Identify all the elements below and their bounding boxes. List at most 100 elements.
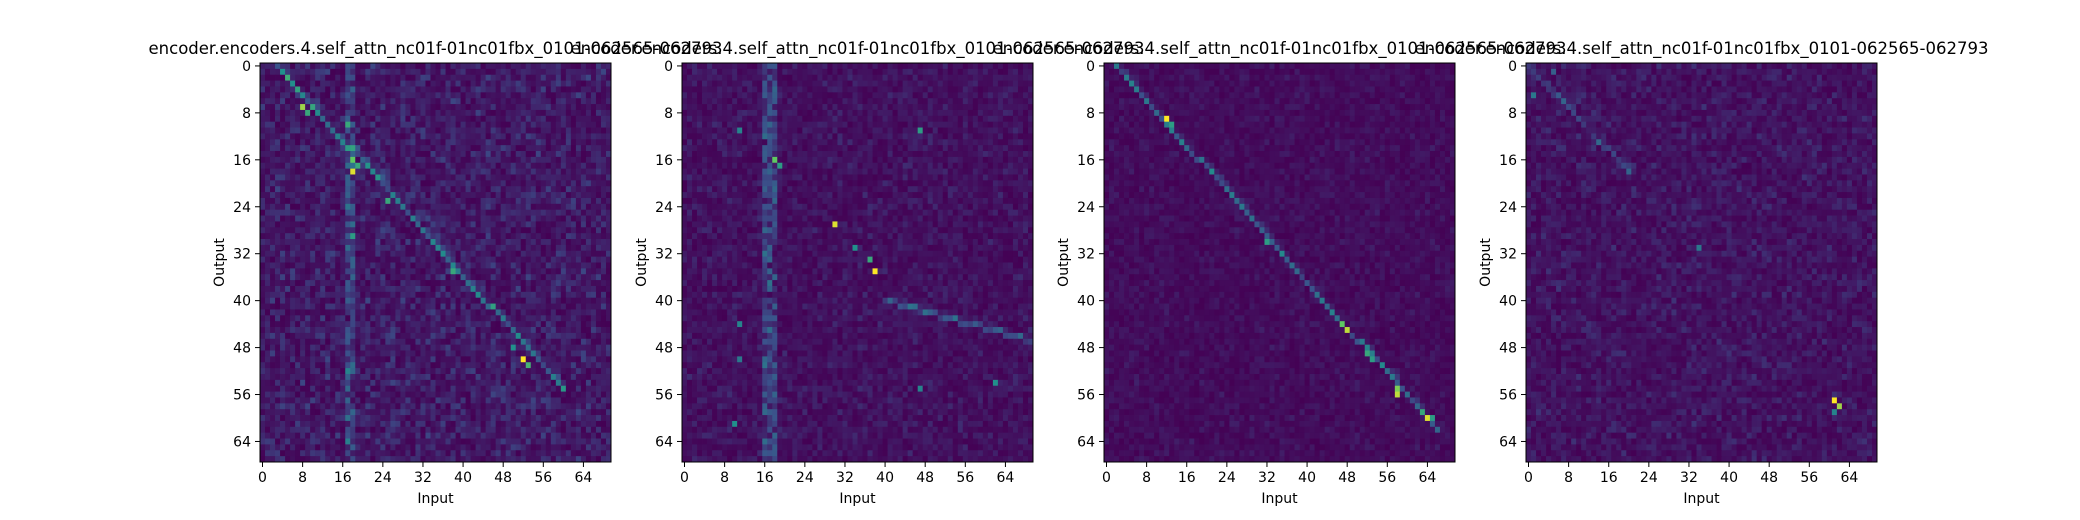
heatmap-cell bbox=[570, 221, 577, 228]
heatmap-cell bbox=[580, 332, 587, 340]
heatmap-cell bbox=[320, 297, 326, 304]
heatmap-cell bbox=[530, 303, 537, 310]
heatmap-cell bbox=[525, 379, 532, 387]
heatmap-cell bbox=[365, 109, 371, 117]
heatmap-cell bbox=[605, 227, 612, 234]
heatmap-cell bbox=[355, 338, 361, 346]
heatmap-cell bbox=[435, 297, 441, 304]
heatmap-cell bbox=[475, 432, 482, 439]
heatmap-cell bbox=[480, 151, 487, 158]
heatmap-cell bbox=[510, 250, 517, 258]
heatmap-cell bbox=[290, 280, 296, 287]
heatmap-cell bbox=[490, 221, 497, 228]
heatmap-cell bbox=[430, 203, 436, 211]
heatmap-cell bbox=[365, 239, 371, 246]
heatmap-cell bbox=[510, 121, 517, 128]
heatmap-cell bbox=[335, 432, 341, 439]
heatmap-cell bbox=[530, 438, 537, 445]
heatmap-cell bbox=[405, 151, 411, 158]
heatmap-cell bbox=[505, 156, 512, 164]
heatmap-cell bbox=[325, 92, 331, 99]
heatmap-cell bbox=[495, 256, 502, 263]
heatmap-cell bbox=[440, 438, 446, 445]
heatmap-cell bbox=[580, 227, 587, 234]
heatmap-cell bbox=[520, 391, 527, 398]
heatmap-cell bbox=[295, 321, 301, 328]
heatmap-cell bbox=[585, 397, 592, 404]
heatmap-cell bbox=[530, 456, 537, 463]
heatmap-cell bbox=[395, 197, 401, 205]
heatmap-cell bbox=[340, 68, 346, 76]
heatmap-cell bbox=[525, 145, 532, 152]
heatmap-cell bbox=[420, 385, 426, 392]
heatmap-cell bbox=[455, 197, 461, 205]
heatmap-cell bbox=[435, 338, 441, 346]
heatmap-cell bbox=[380, 420, 386, 428]
heatmap-cell bbox=[555, 192, 562, 199]
heatmap-cell bbox=[295, 315, 301, 322]
heatmap-cell bbox=[280, 197, 286, 205]
heatmap-cell bbox=[475, 139, 482, 146]
heatmap-cell bbox=[495, 121, 502, 128]
heatmap-cell bbox=[390, 151, 396, 158]
heatmap-cell bbox=[932, 68, 939, 76]
heatmap-cell bbox=[565, 409, 572, 416]
heatmap-cell bbox=[585, 92, 592, 99]
heatmap-cell bbox=[415, 233, 421, 240]
heatmap-cell bbox=[330, 297, 336, 304]
heatmap-cell bbox=[455, 92, 461, 99]
heatmap-cell bbox=[550, 244, 557, 252]
heatmap-cell bbox=[555, 379, 562, 387]
heatmap-cell bbox=[265, 338, 271, 346]
heatmap-cell bbox=[335, 197, 341, 205]
heatmap-cell bbox=[390, 362, 396, 369]
heatmap-cell bbox=[340, 344, 346, 351]
heatmap-cell bbox=[565, 197, 572, 205]
heatmap-cell bbox=[385, 139, 391, 146]
heatmap-cell bbox=[340, 409, 346, 416]
heatmap-cell bbox=[605, 368, 612, 375]
heatmap-cell bbox=[445, 127, 451, 134]
heatmap-cell bbox=[545, 397, 552, 404]
heatmap-cell bbox=[575, 344, 582, 351]
heatmap-cell bbox=[465, 368, 471, 375]
heatmap-cell bbox=[410, 168, 416, 175]
heatmap-cell bbox=[380, 321, 386, 328]
heatmap-cell bbox=[270, 268, 276, 275]
heatmap-cell bbox=[275, 280, 281, 287]
heatmap-cell bbox=[370, 98, 376, 105]
heatmap-cell bbox=[325, 280, 331, 287]
heatmap-cell bbox=[410, 274, 416, 281]
heatmap-cell bbox=[590, 268, 597, 275]
heatmap-cell bbox=[385, 432, 391, 439]
heatmap-cell bbox=[475, 250, 482, 258]
heatmap-cell bbox=[560, 250, 567, 258]
heatmap-cell bbox=[510, 239, 517, 246]
heatmap-cell bbox=[465, 426, 471, 434]
heatmap-cell bbox=[405, 315, 411, 322]
heatmap-cell bbox=[400, 350, 406, 357]
heatmap-cell bbox=[450, 186, 456, 193]
heatmap-cell bbox=[280, 274, 286, 281]
heatmap-cell bbox=[435, 274, 441, 281]
heatmap-cell bbox=[320, 239, 326, 246]
heatmap-cell bbox=[355, 397, 361, 404]
heatmap-cell bbox=[445, 280, 451, 287]
heatmap-cell bbox=[450, 420, 456, 428]
heatmap-cell bbox=[305, 244, 311, 252]
heatmap-cell bbox=[400, 262, 406, 269]
heatmap-cell bbox=[540, 86, 547, 93]
heatmap-cell bbox=[757, 68, 763, 76]
heatmap-cell bbox=[330, 109, 336, 117]
heatmap-cell bbox=[555, 256, 562, 263]
heatmap-cell bbox=[480, 244, 487, 252]
heatmap-cell bbox=[295, 244, 301, 252]
heatmap-cell bbox=[530, 262, 537, 269]
heatmap-cell bbox=[962, 68, 969, 76]
heatmap-cell bbox=[360, 297, 366, 304]
heatmap-cell bbox=[260, 127, 266, 134]
heatmap-cell bbox=[565, 203, 572, 211]
heatmap-cell bbox=[480, 98, 487, 105]
heatmap-cell bbox=[510, 350, 517, 357]
heatmap-cell bbox=[600, 415, 607, 422]
